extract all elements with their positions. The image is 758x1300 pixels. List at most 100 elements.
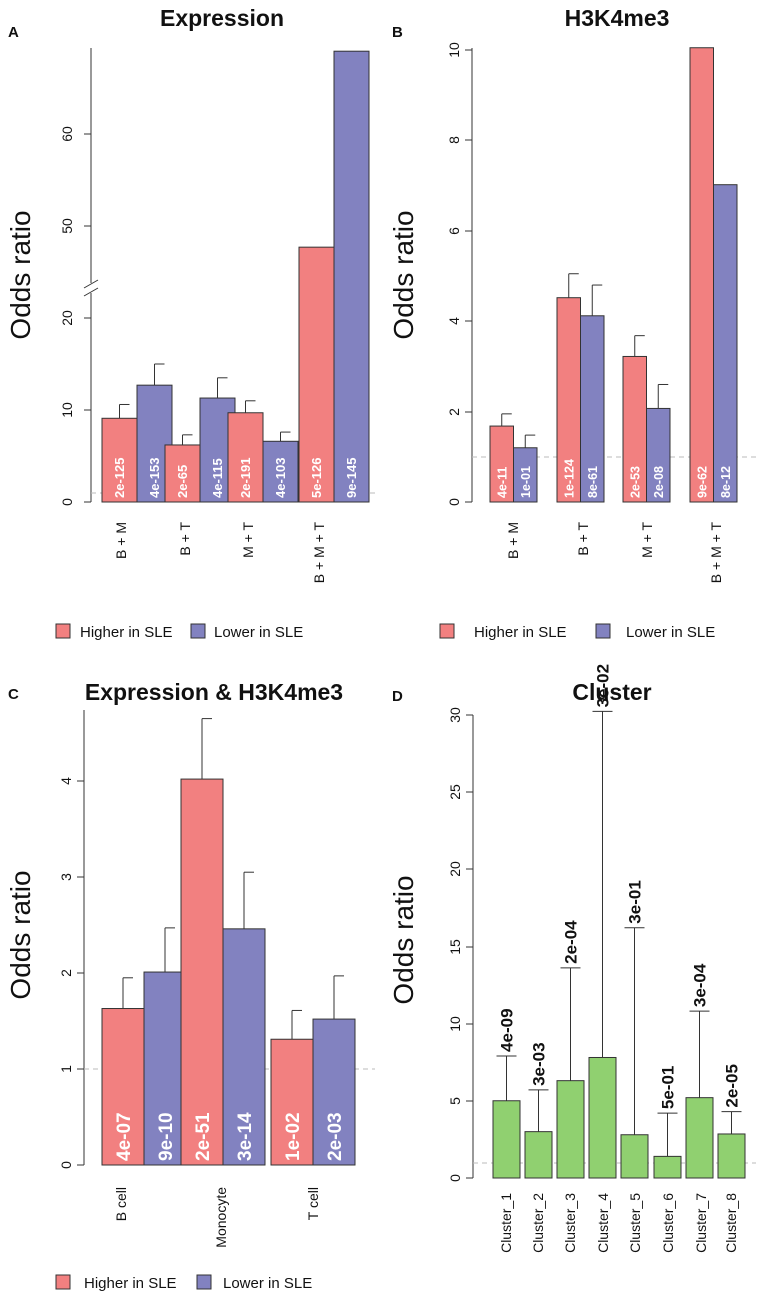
panel-c-legend-higher: Higher in SLE (84, 1275, 177, 1292)
panel-b-p-value-label: 9e-62 (695, 466, 709, 498)
panel-b-y-axis-label: Odds ratio (388, 210, 419, 339)
panel-b-category-label: B + M + T (708, 522, 724, 584)
panel-c-category-label: T cell (305, 1187, 321, 1220)
panel-b-p-value-label: 1e-124 (562, 459, 576, 498)
panel-a-category-label: B + M (113, 522, 129, 559)
panel-a-category-label: M + T (240, 522, 256, 558)
panel-a-bar (298, 246, 335, 503)
panel-c-p-value-label: 4e-07 (114, 1112, 135, 1161)
panel-b-legend-swatch-higher (439, 623, 455, 639)
panel-b-category-label: M + T (639, 522, 655, 558)
panel-d-y-tick-label: 30 (447, 707, 463, 723)
panel-b-category-label: B + T (575, 522, 591, 556)
panel-d-bar (524, 1131, 553, 1179)
panel-b-y-tick-label: 6 (446, 227, 462, 235)
panel-b-p-value-label: 8e-61 (586, 466, 600, 498)
panel-b-y-tick-label: 10 (446, 42, 462, 58)
panel-b-p-value-label: 4e-11 (495, 467, 509, 498)
panel-c-y-tick-label: 3 (58, 873, 74, 881)
panel-b-category-label: B + M (505, 522, 521, 559)
panel-c-y-axis-label: Odds ratio (5, 870, 36, 999)
panel-d-title: Cluster (572, 679, 651, 705)
panel-a-legend-lower: Lower in SLE (214, 624, 303, 641)
panel-a-p-value-label: 4e-115 (210, 458, 225, 498)
panel-c: C Expression & H3K4me3 Odds ratio 0 1 2 … (5, 679, 375, 1292)
panel-c-y-tick-label: 0 (58, 1161, 74, 1169)
panel-d-bar (556, 1080, 585, 1179)
panel-d-category-label: Cluster_5 (627, 1193, 643, 1253)
panel-b-bar (713, 184, 738, 503)
panel-d-y-tick-label: 10 (447, 1016, 463, 1032)
panel-b-y-tick-label: 4 (446, 317, 462, 325)
panel-d-label: D (392, 688, 403, 705)
panel-c-p-value-label: 2e-51 (193, 1112, 214, 1161)
panel-a-p-value-label: 2e-65 (175, 465, 190, 498)
panel-a-p-value-label: 4e-103 (273, 458, 288, 498)
panel-a-category-label: B + T (177, 522, 193, 556)
panel-d-category-label: Cluster_1 (498, 1193, 514, 1253)
panel-c-bar (143, 971, 187, 1166)
panel-c-label: C (8, 686, 19, 703)
panel-a-legend-swatch-higher (55, 623, 71, 639)
panel-b-legend-lower: Lower in SLE (626, 624, 715, 641)
panel-b-p-value-label: 8e-12 (719, 466, 733, 498)
panel-d-p-value-label: 5e-01 (659, 1066, 678, 1109)
panel-a-axis-break-mark (83, 279, 99, 289)
panel-b-p-value-label: 2e-08 (652, 466, 666, 498)
panel-b-y-tick-label: 2 (446, 408, 462, 416)
panel-c-bars: 4e-07 9e-10 2e-51 3e-14 1e-02 2e-03 (101, 718, 356, 1166)
panel-c-title: Expression & H3K4me3 (85, 679, 343, 705)
panel-d-p-value-label: 2e-04 (562, 920, 581, 964)
panel-b-legend: Higher in SLE Lower in SLE (439, 623, 715, 641)
panel-c-bar (270, 1038, 314, 1166)
panel-a-y-tick-label: 10 (59, 402, 75, 418)
panel-b-bar (689, 47, 714, 503)
panel-c-bar (101, 1008, 145, 1166)
panel-c-category-label: B cell (113, 1187, 129, 1221)
panel-a: A Expression Odds ratio 0 10 20 50 60 2e… (5, 5, 375, 641)
panel-c-y-tick-label: 4 (58, 777, 74, 785)
panel-d: D Cluster Odds ratio 0 5 10 15 20 25 30 … (388, 664, 756, 1253)
panel-d-category-label: Cluster_2 (530, 1193, 546, 1253)
panel-a-y-tick-label: 60 (59, 126, 75, 142)
panel-d-p-value-label: 3e-03 (530, 1042, 549, 1085)
panel-d-p-value-label: 2e-05 (723, 1064, 742, 1107)
panel-c-bar (312, 1018, 356, 1166)
panel-a-axis-break-mark (83, 287, 99, 297)
panel-d-p-value-label: 3e-02 (594, 664, 613, 707)
panel-b-p-value-label: 2e-53 (628, 466, 642, 498)
panel-c-p-value-label: 3e-14 (235, 1112, 256, 1161)
panel-a-y-tick-label: 20 (59, 310, 75, 326)
panel-a-p-value-label: 2e-191 (238, 458, 253, 498)
panel-b-bars: 4e-11 1e-01 1e-124 8e-61 2e-53 2e-08 9e-62 8e-1… (489, 47, 738, 503)
panel-d-p-value-label: 4e-09 (498, 1008, 517, 1051)
panel-c-p-value-label: 2e-03 (325, 1112, 346, 1161)
panel-b-label: B (392, 24, 403, 41)
panel-c-p-value-label: 1e-02 (283, 1112, 304, 1161)
panel-d-y-tick-label: 0 (447, 1174, 463, 1182)
panel-d-bar (685, 1097, 714, 1179)
panel-a-p-value-label: 5e-126 (309, 458, 324, 498)
panel-a-y-tick-label: 50 (59, 218, 75, 234)
panel-b-y-tick-label: 0 (446, 498, 462, 506)
panel-c-legend: Higher in SLE Lower in SLE (55, 1274, 312, 1292)
panel-d-bar (588, 1056, 617, 1179)
panel-c-category-label: Monocyte (213, 1187, 229, 1248)
panel-d-p-value-label: 3e-01 (626, 880, 645, 923)
panel-c-bar (180, 778, 224, 1166)
panel-d-bars: 4e-09 3e-03 2e-04 3e-02 3e-01 5e-01 3e-04 2e-05 (492, 664, 746, 1179)
panel-a-bar (333, 50, 370, 503)
panel-d-y-tick-label: 15 (447, 939, 463, 955)
panel-d-y-tick-label: 20 (447, 861, 463, 877)
panel-a-legend: Higher in SLE Lower in SLE (55, 623, 303, 641)
panel-a-y-axis-label: Odds ratio (5, 210, 36, 339)
panel-a-bars: 2e-125 4e-153 2e-65 4e-115 2e-191 4e-103 5e-12… (101, 50, 370, 503)
panel-d-y-tick-label: 5 (447, 1097, 463, 1105)
panel-d-y-tick-label: 25 (447, 784, 463, 800)
panel-d-bar (653, 1155, 682, 1179)
panel-b: B H3K4me3 Odds ratio 0 2 4 6 8 10 4e-11 1… (388, 5, 756, 641)
panel-d-p-value-label: 3e-04 (691, 963, 710, 1007)
panel-a-legend-higher: Higher in SLE (80, 624, 173, 641)
panel-a-p-value-label: 4e-153 (147, 458, 162, 498)
